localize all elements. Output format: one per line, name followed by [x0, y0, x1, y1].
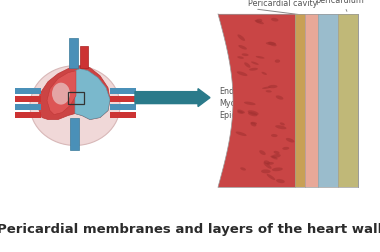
Ellipse shape	[280, 123, 285, 126]
Bar	[110, 112, 136, 118]
Ellipse shape	[272, 154, 281, 158]
Ellipse shape	[237, 110, 245, 114]
Text: Epicardium: Epicardium	[219, 111, 264, 120]
Ellipse shape	[261, 73, 267, 76]
Polygon shape	[47, 71, 76, 115]
Bar	[68, 92, 84, 104]
Ellipse shape	[52, 83, 70, 105]
Ellipse shape	[244, 102, 256, 106]
Text: Fibrous
pericardium: Fibrous pericardium	[315, 0, 364, 5]
Ellipse shape	[267, 174, 275, 180]
Ellipse shape	[275, 60, 280, 64]
Bar	[70, 118, 79, 151]
Text: Pericardial cavity: Pericardial cavity	[248, 0, 317, 8]
Ellipse shape	[276, 96, 283, 100]
Ellipse shape	[237, 57, 244, 60]
Ellipse shape	[237, 72, 247, 77]
Ellipse shape	[271, 135, 278, 138]
Text: Endocardium: Endocardium	[219, 87, 272, 96]
Ellipse shape	[286, 138, 294, 143]
Bar	[15, 88, 41, 94]
Bar	[80, 47, 88, 69]
FancyArrow shape	[135, 89, 210, 107]
Ellipse shape	[275, 126, 287, 130]
Ellipse shape	[266, 91, 272, 93]
Ellipse shape	[264, 161, 270, 165]
Ellipse shape	[259, 151, 266, 155]
Ellipse shape	[262, 87, 271, 90]
Bar	[110, 88, 136, 94]
Ellipse shape	[276, 179, 285, 183]
Polygon shape	[338, 15, 358, 187]
Polygon shape	[218, 15, 295, 187]
Ellipse shape	[250, 122, 257, 125]
Bar	[69, 39, 78, 69]
Bar	[15, 96, 41, 102]
Ellipse shape	[267, 162, 274, 165]
Ellipse shape	[236, 132, 247, 137]
Bar	[15, 112, 41, 118]
Ellipse shape	[268, 43, 277, 47]
Ellipse shape	[240, 168, 246, 171]
Bar	[15, 104, 41, 110]
Ellipse shape	[272, 168, 283, 172]
Ellipse shape	[256, 20, 262, 23]
Ellipse shape	[238, 35, 245, 42]
Ellipse shape	[282, 147, 289, 150]
Polygon shape	[38, 67, 110, 120]
Ellipse shape	[271, 156, 278, 160]
Ellipse shape	[249, 69, 258, 71]
Text: Parietal layer
of serous pericardium: Parietal layer of serous pericardium	[240, 156, 328, 176]
Ellipse shape	[271, 19, 279, 22]
Text: Myocardium: Myocardium	[219, 99, 269, 108]
Ellipse shape	[274, 151, 280, 154]
Ellipse shape	[30, 67, 120, 146]
Ellipse shape	[238, 46, 247, 50]
Bar	[110, 96, 136, 102]
Text: Pericardial membranes and layers of the heart wall: Pericardial membranes and layers of the …	[0, 222, 380, 235]
Polygon shape	[75, 70, 110, 120]
Polygon shape	[295, 15, 305, 187]
Ellipse shape	[248, 113, 258, 117]
Ellipse shape	[255, 21, 264, 25]
Ellipse shape	[256, 57, 264, 59]
Ellipse shape	[268, 85, 277, 89]
Ellipse shape	[244, 63, 250, 69]
Ellipse shape	[261, 170, 271, 174]
Ellipse shape	[250, 123, 256, 127]
Polygon shape	[305, 15, 318, 187]
Ellipse shape	[266, 43, 276, 46]
Ellipse shape	[248, 111, 259, 115]
Ellipse shape	[263, 163, 272, 169]
Ellipse shape	[242, 54, 249, 57]
Bar	[110, 104, 136, 110]
Ellipse shape	[251, 62, 259, 66]
Polygon shape	[318, 15, 338, 187]
Ellipse shape	[237, 111, 244, 114]
